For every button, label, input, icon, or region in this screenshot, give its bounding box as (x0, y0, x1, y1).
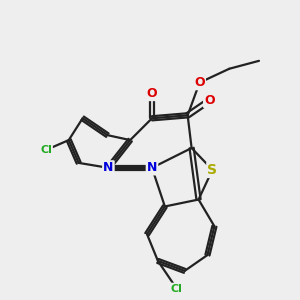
Text: Cl: Cl (171, 284, 183, 294)
Text: O: O (204, 94, 215, 107)
Text: N: N (147, 161, 157, 174)
Text: Cl: Cl (40, 145, 52, 155)
Text: S: S (207, 163, 218, 177)
Text: O: O (194, 76, 205, 89)
Text: O: O (147, 87, 157, 100)
Text: N: N (103, 161, 114, 174)
